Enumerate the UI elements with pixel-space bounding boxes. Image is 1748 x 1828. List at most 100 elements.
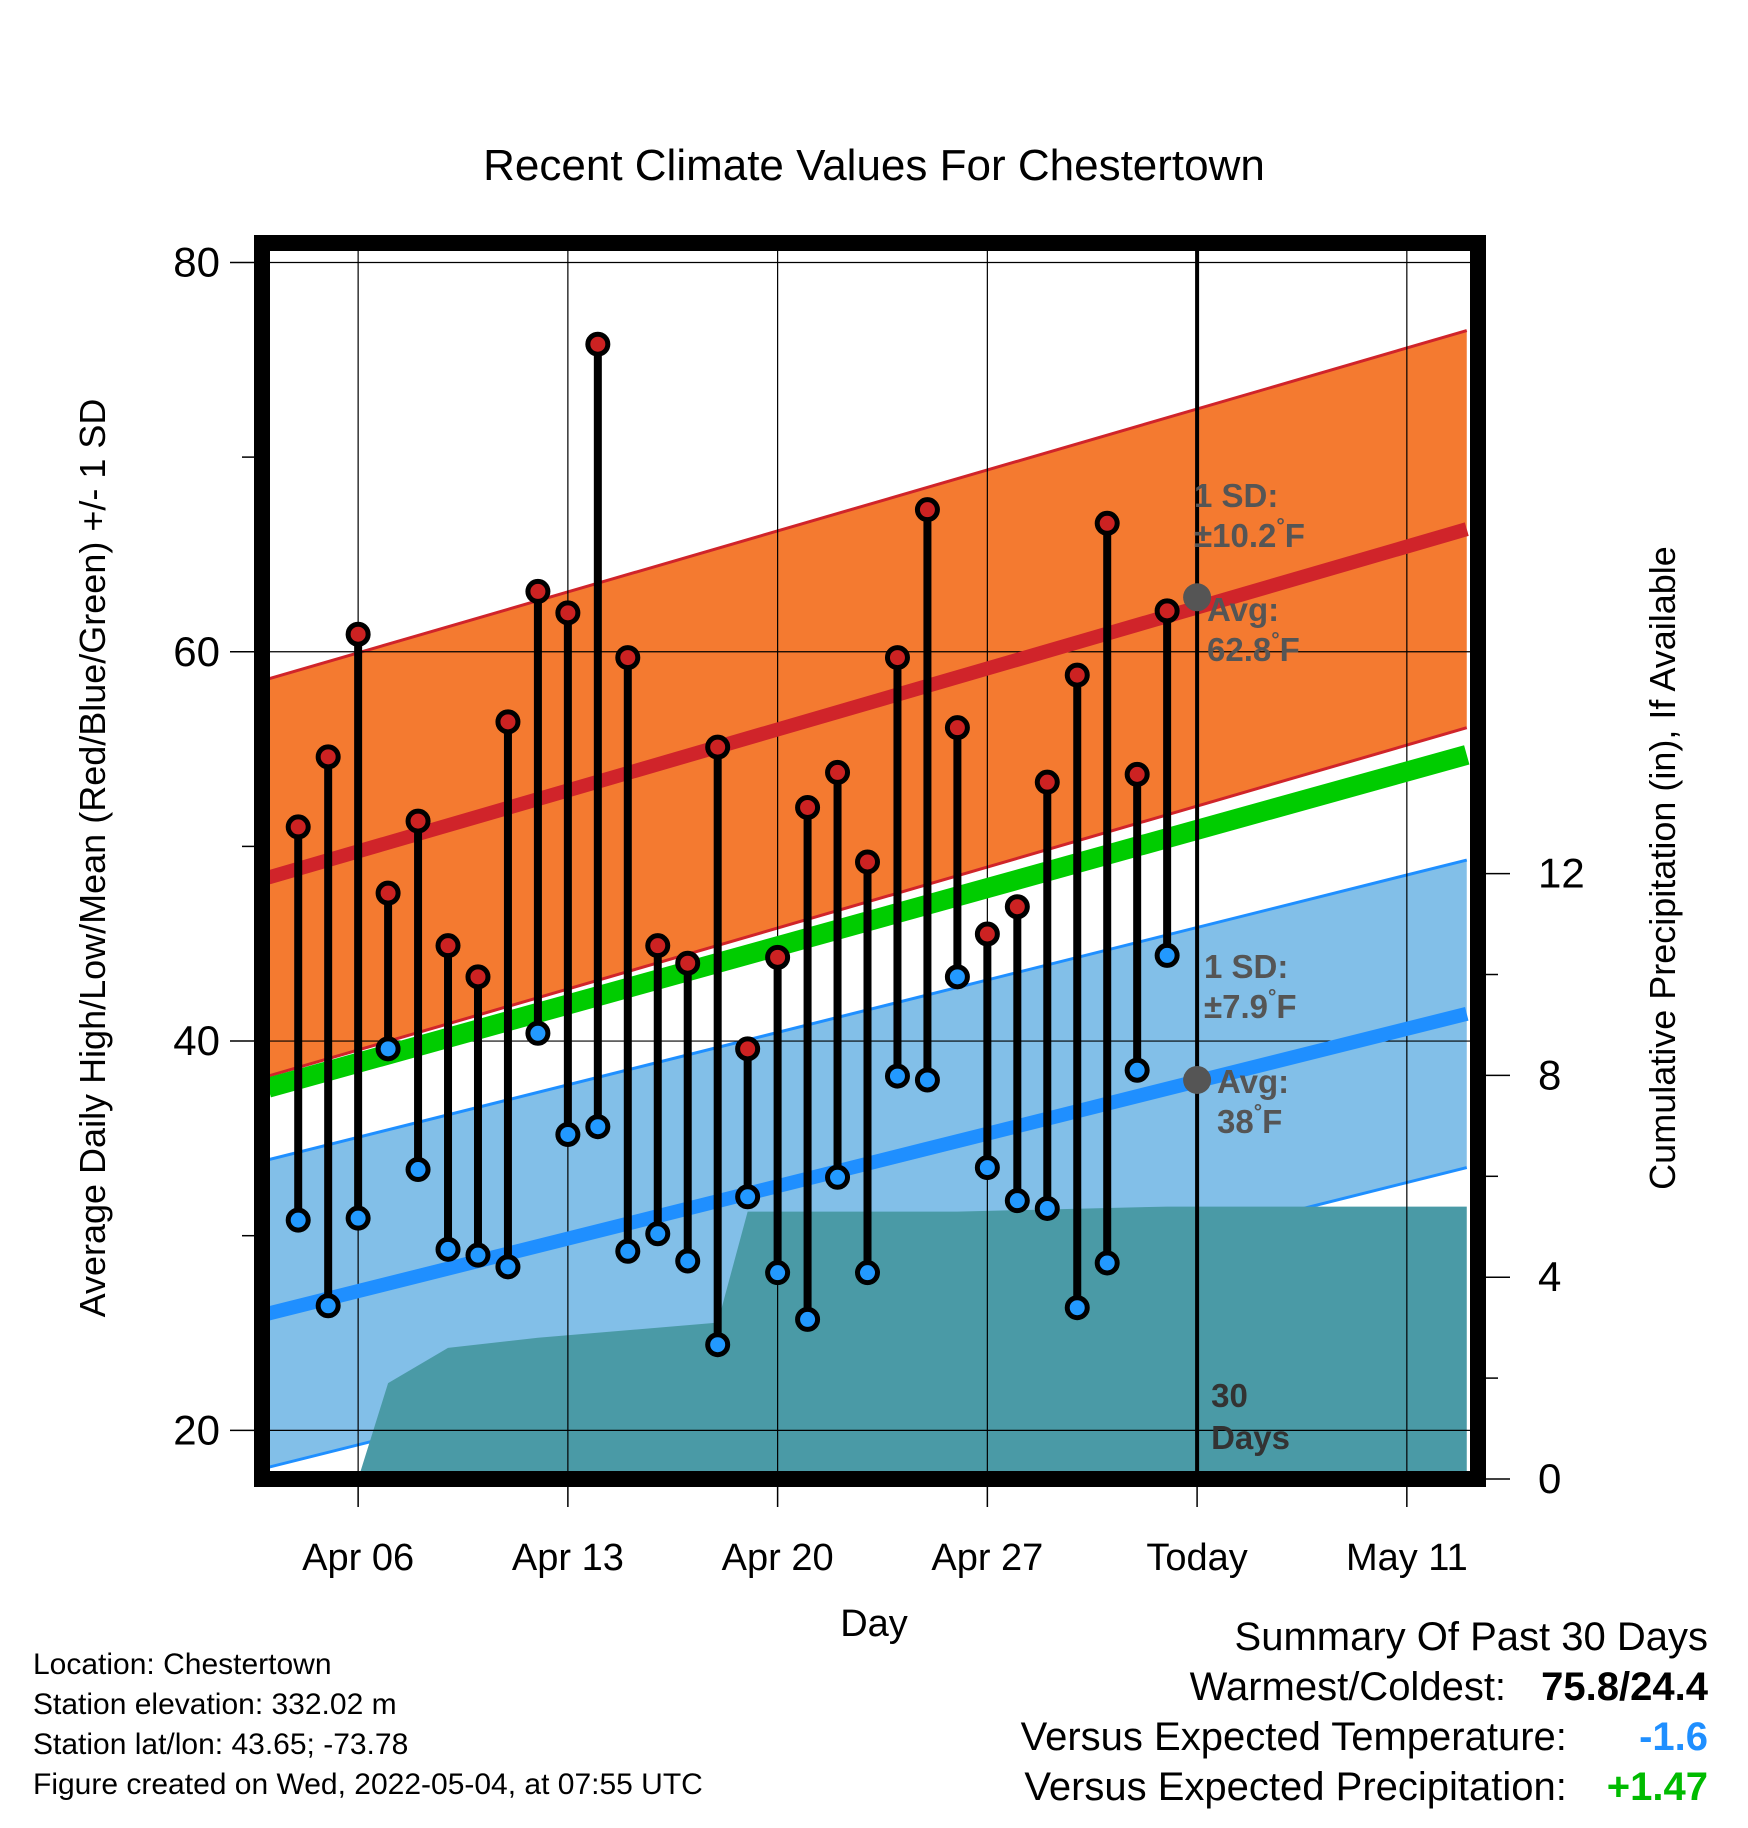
- latlon-text: Station lat/lon: 43.65; -73.78: [33, 1728, 409, 1761]
- y2-tick-label: 4: [1538, 1253, 1561, 1300]
- x-tick-label: Apr 06: [302, 1537, 414, 1579]
- y-tick-label: 80: [173, 238, 220, 285]
- low-avg-label-value: 38°F: [1217, 1101, 1282, 1140]
- daily-high-point: [1154, 598, 1180, 624]
- summary-warmest-row: Warmest/Coldest: 75.8/24.4: [1021, 1662, 1708, 1712]
- high-sd-label-title: 1 SD:: [1194, 477, 1278, 514]
- y2-axis-label: Cumulative Precipitation (in), If Availa…: [1642, 546, 1683, 1190]
- high-avg-label-value: 62.8°F: [1207, 629, 1300, 668]
- daily-high-point: [315, 744, 341, 770]
- daily-high-point: [914, 497, 940, 523]
- y-axis-label: Average Daily High/Low/Mean (Red/Blue/Gr…: [72, 399, 113, 1318]
- daily-low-point: [974, 1155, 1000, 1181]
- daily-low-point: [914, 1067, 940, 1093]
- daily-high-point: [585, 331, 611, 357]
- high-sd-label-unit: F: [1285, 517, 1305, 554]
- precipitation-area: [358, 1206, 1467, 1479]
- summary-heading: Summary Of Past 30 Days: [1234, 1615, 1708, 1659]
- daily-high-point: [555, 600, 581, 626]
- daily-high-point: [765, 944, 791, 970]
- today-days-count: 30: [1211, 1377, 1248, 1414]
- daily-high-point: [705, 734, 731, 760]
- daily-high-point: [675, 950, 701, 976]
- daily-low-point: [944, 964, 970, 990]
- precip-value: +1.47: [1606, 1765, 1708, 1809]
- daily-low-point: [735, 1184, 761, 1210]
- daily-high-point: [1124, 761, 1150, 787]
- high-sd-label-degree: °: [1276, 515, 1284, 538]
- daily-high-point: [1064, 662, 1090, 688]
- y-tick-label: 20: [173, 1406, 220, 1453]
- daily-low-point: [1154, 942, 1180, 968]
- x-tick-label: Apr 27: [931, 1537, 1043, 1579]
- daily-high-point: [435, 933, 461, 959]
- y2-tick-label: 0: [1538, 1455, 1561, 1502]
- today-avg-high-marker: [1183, 583, 1212, 612]
- daily-low-point: [825, 1164, 851, 1190]
- today-avg-low-marker: [1183, 1065, 1212, 1094]
- temp-value: -1.6: [1639, 1715, 1708, 1759]
- high-avg-label-degree: °: [1271, 629, 1279, 652]
- x-tick-label: May 11: [1346, 1537, 1468, 1579]
- station-info: Location: Chestertown Station elevation:…: [33, 1645, 703, 1805]
- elevation-text: Station elevation: 332.02 m: [33, 1688, 397, 1721]
- x-axis-label: Day: [840, 1603, 908, 1645]
- daily-high-point: [615, 645, 641, 671]
- y-tick-label: 40: [173, 1017, 220, 1064]
- daily-low-point: [525, 1020, 551, 1046]
- high-avg-label-unit: F: [1280, 631, 1300, 668]
- daily-low-point: [705, 1332, 731, 1358]
- daily-high-point: [735, 1036, 761, 1062]
- low-avg-label-unit: F: [1262, 1103, 1282, 1140]
- daily-high-point: [855, 849, 881, 875]
- x-tick-label: Apr 20: [722, 1537, 834, 1579]
- daily-high-point: [1034, 769, 1060, 795]
- daily-low-point: [285, 1207, 311, 1233]
- daily-low-point: [1004, 1188, 1030, 1214]
- daily-low-point: [375, 1036, 401, 1062]
- low-sd-label-title: 1 SD:: [1204, 948, 1288, 985]
- today-days-label: Days: [1211, 1419, 1290, 1456]
- warmest-value: 75.8/24.4: [1541, 1665, 1708, 1709]
- plot-frame: [254, 235, 1486, 1487]
- daily-high-point: [465, 964, 491, 990]
- y2-tick-label: 12: [1538, 850, 1585, 897]
- precip-label: Versus Expected Precipitation:: [1024, 1765, 1567, 1809]
- low-sd-label-unit: F: [1276, 988, 1296, 1025]
- temp-label: Versus Expected Temperature:: [1020, 1715, 1567, 1759]
- daily-high-point: [375, 880, 401, 906]
- daily-low-point: [585, 1114, 611, 1140]
- low-avg-label-title: Avg:: [1217, 1063, 1289, 1100]
- daily-low-point: [555, 1121, 581, 1147]
- y2-tick-label: 8: [1538, 1051, 1561, 1098]
- x-tick-label: Today: [1146, 1537, 1247, 1579]
- daily-high-point: [825, 759, 851, 785]
- daily-low-point: [884, 1063, 910, 1089]
- daily-high-point: [525, 578, 551, 604]
- daily-high-point: [974, 921, 1000, 947]
- daily-high-point: [884, 645, 910, 671]
- daily-high-point: [285, 814, 311, 840]
- daily-low-point: [435, 1236, 461, 1262]
- low-avg-label-degree: °: [1254, 1101, 1262, 1124]
- daily-low-point: [345, 1205, 371, 1231]
- daily-low-point: [405, 1157, 431, 1183]
- avg-high-line: [270, 522, 1469, 885]
- daily-low-point: [645, 1221, 671, 1247]
- created-text: Figure created on Wed, 2022-05-04, at 07…: [33, 1768, 703, 1801]
- y-tick-label: 60: [173, 628, 220, 675]
- high-avg-label-title: Avg:: [1207, 591, 1279, 628]
- summary-panel: Summary Of Past 30 Days Warmest/Coldest:…: [1021, 1612, 1708, 1812]
- daily-low-point: [495, 1254, 521, 1280]
- daily-low-point: [615, 1238, 641, 1264]
- chart-title: Recent Climate Values For Chestertown: [483, 141, 1265, 190]
- daily-high-point: [1094, 510, 1120, 536]
- x-tick-label: Apr 13: [512, 1537, 624, 1579]
- daily-high-point: [1004, 894, 1030, 920]
- daily-low-point: [765, 1260, 791, 1286]
- daily-low-point: [855, 1260, 881, 1286]
- daily-high-point: [495, 709, 521, 735]
- daily-low-point: [465, 1242, 491, 1268]
